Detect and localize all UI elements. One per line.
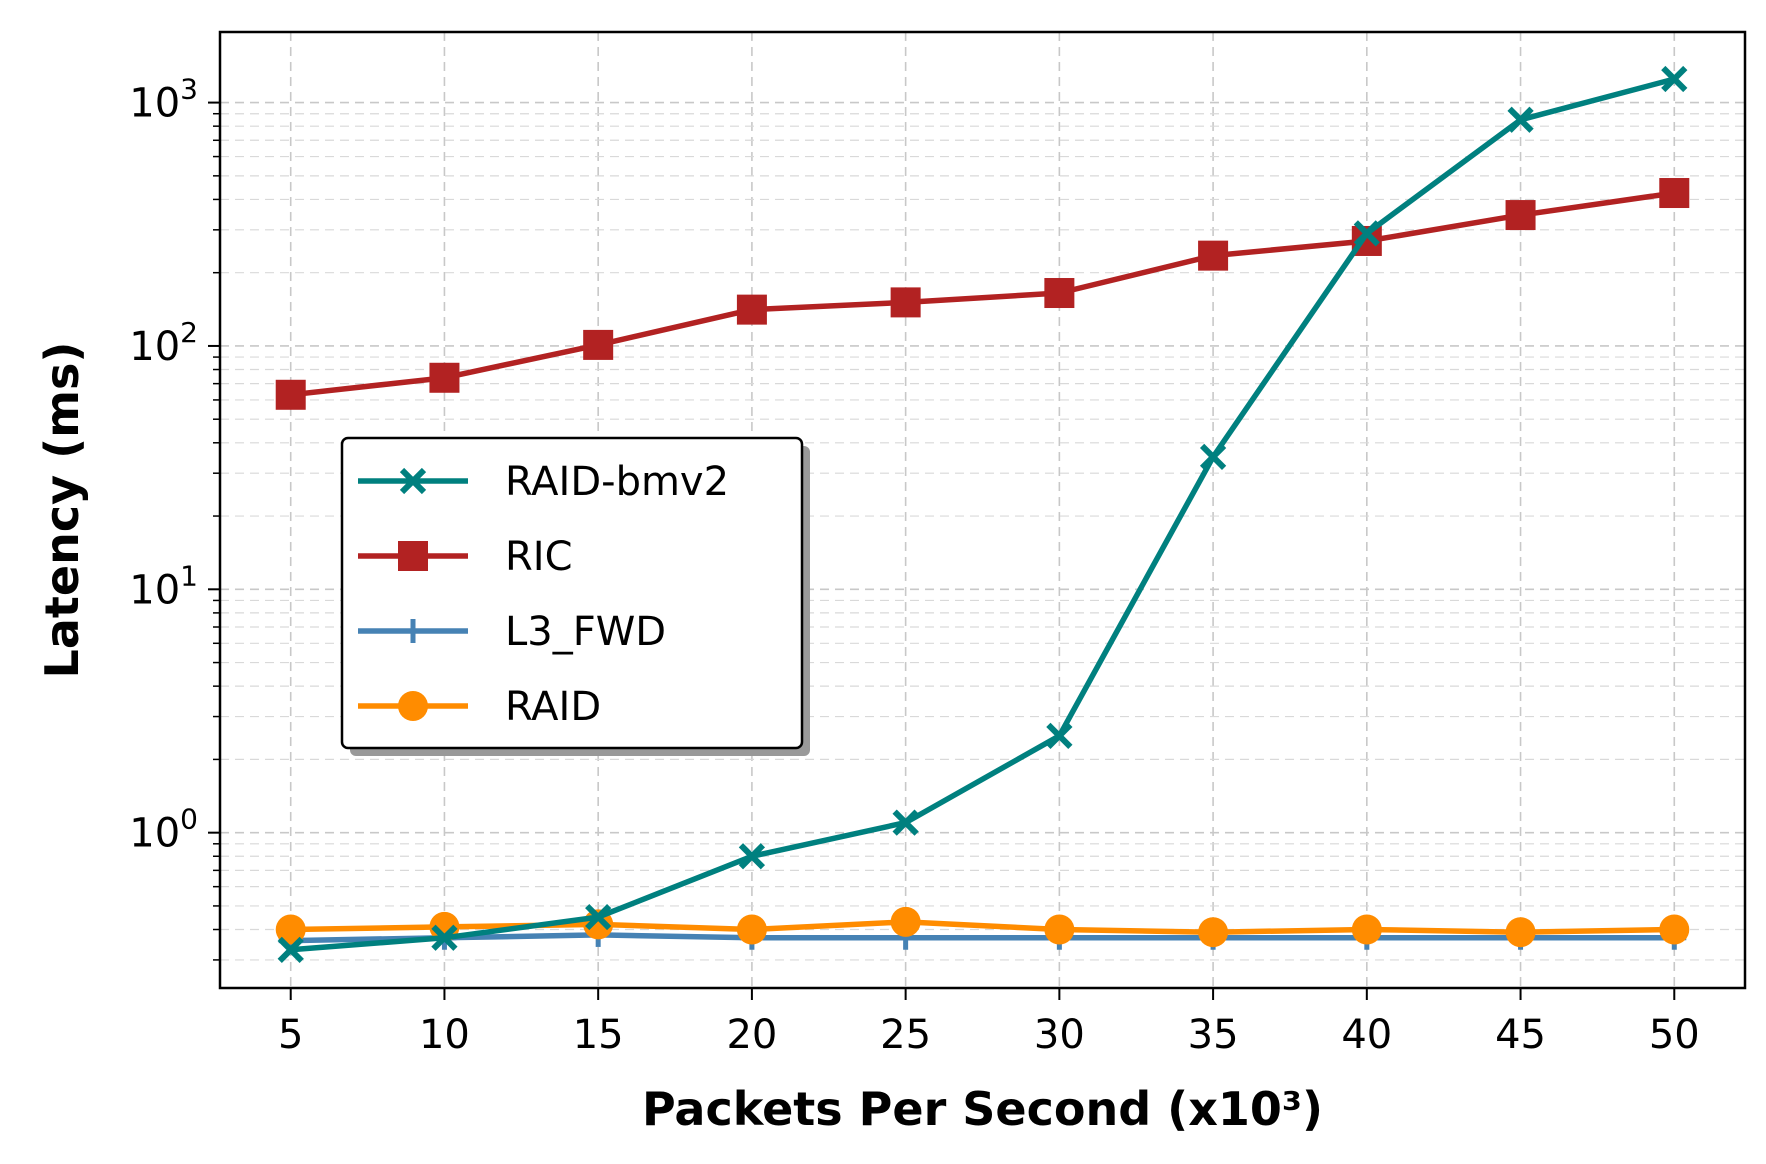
- series-line-raid-bmv2: [290, 76, 1676, 953]
- data-point-ric: [1659, 178, 1690, 209]
- data-point-ric: [1044, 278, 1075, 309]
- grid: [220, 32, 1745, 988]
- y-tick-label: 102: [129, 316, 198, 370]
- data-point-ric: [890, 287, 921, 318]
- data-point-raid: [890, 906, 921, 937]
- x-tick-label: 40: [1341, 1012, 1392, 1058]
- y-tick-label: 101: [129, 559, 198, 613]
- legend-label: RAID-bmv2: [505, 459, 729, 505]
- legend-swatch-marker: [401, 619, 425, 643]
- series-line-ric: [290, 190, 1675, 398]
- x-tick-label: 5: [278, 1012, 303, 1058]
- data-point-raid-bmv2: [1199, 443, 1227, 471]
- data-point-raid-bmv2: [892, 809, 919, 836]
- data-point-ric: [583, 329, 614, 360]
- x-tick-label: 30: [1034, 1012, 1085, 1058]
- data-point-raid-bmv2: [277, 936, 304, 963]
- legend-item-ric: RIC: [358, 534, 573, 580]
- x-tick-label: 25: [880, 1012, 931, 1058]
- x-tick-label: 15: [573, 1012, 624, 1058]
- legend-item-raid: RAID: [358, 684, 601, 730]
- data-point-raid-bmv2: [1507, 106, 1534, 133]
- legend-swatch-marker: [398, 691, 428, 721]
- y-axis: 100 101 102 103: [129, 73, 220, 961]
- data-point-raid: [736, 914, 767, 945]
- legend-box: [340, 436, 804, 750]
- legend-swatch-marker: [399, 467, 427, 495]
- data-point-raid-bmv2: [738, 843, 766, 870]
- x-tick-label: 20: [726, 1012, 777, 1058]
- plot-frame: [218, 30, 1747, 990]
- legend-label: L3_FWD: [505, 609, 666, 655]
- x-axis: 5 10 15 20 25 30 35 40 45 50: [278, 988, 1700, 1058]
- data-point-ric: [275, 379, 306, 410]
- data-point-ric: [736, 294, 767, 325]
- data-point-raid: [275, 914, 306, 945]
- x-tick-label: 50: [1649, 1012, 1700, 1058]
- y-tick-label: 103: [129, 73, 198, 127]
- legend-item-l3-fwd: L3_FWD: [358, 609, 666, 655]
- series-raid-bmv2: [277, 65, 1688, 963]
- data-point-raid-bmv2: [1353, 220, 1380, 247]
- x-axis-title: Packets Per Second (x10³): [642, 1082, 1323, 1136]
- data-point-raid: [1044, 914, 1075, 945]
- legend-label: RAID: [505, 684, 601, 730]
- data-point-raid: [1505, 917, 1536, 948]
- x-tick-label: 10: [419, 1012, 470, 1058]
- data-point-ric: [1505, 200, 1536, 231]
- y-tick-label: 100: [129, 803, 198, 857]
- series-line-l3-fwd: [290, 932, 1675, 944]
- legend-swatch-marker: [398, 541, 428, 571]
- data-point-raid: [1659, 914, 1690, 945]
- series-layer: [275, 65, 1690, 963]
- data-point-raid-bmv2: [1661, 65, 1688, 93]
- data-point-raid-bmv2: [1046, 722, 1073, 749]
- data-point-ric: [429, 362, 460, 393]
- data-point-ric: [1198, 240, 1229, 271]
- x-tick-label: 45: [1495, 1012, 1546, 1058]
- x-tick-label: 35: [1188, 1012, 1239, 1058]
- legend: RAID-bmv2 RIC L3_FWD RAID: [340, 436, 810, 756]
- data-point-raid-bmv2: [431, 924, 458, 951]
- y-axis-title: Latency (ms): [35, 342, 89, 679]
- data-point-raid: [1198, 917, 1229, 948]
- data-point-raid-bmv2: [585, 903, 612, 931]
- data-point-raid: [1351, 914, 1382, 945]
- legend-item-raid-bmv2: RAID-bmv2: [358, 459, 729, 505]
- series-ric: [275, 178, 1690, 410]
- legend-label: RIC: [505, 534, 573, 580]
- series-raid: [275, 906, 1690, 948]
